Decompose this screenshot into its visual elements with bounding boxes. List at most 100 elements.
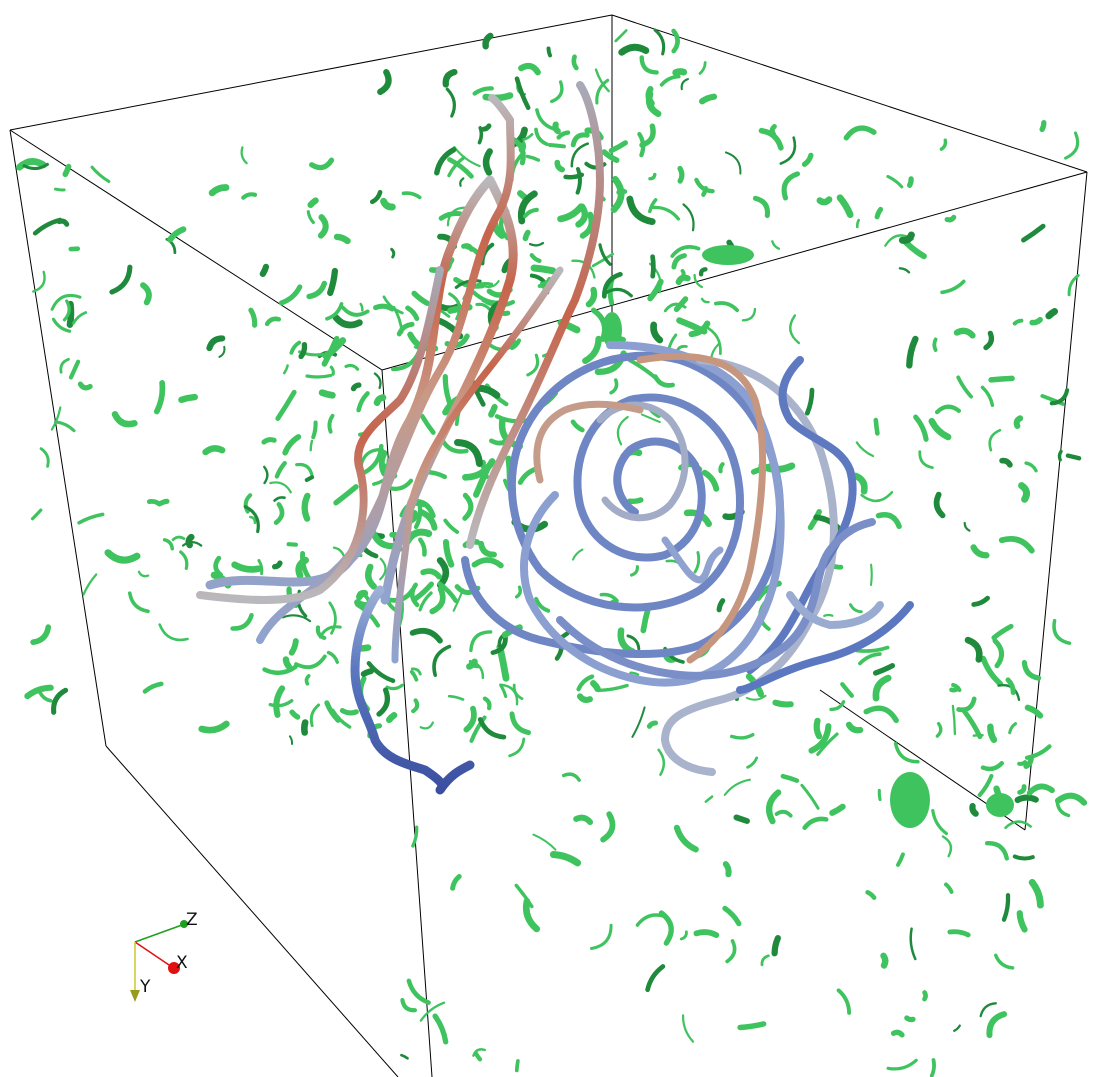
isosurface-fragment [472, 1048, 486, 1057]
isosurface-fragment [530, 264, 557, 275]
isosurface-fragment [1024, 461, 1038, 473]
isosurface-fragment [676, 317, 708, 335]
isosurface-fragment [178, 393, 198, 403]
isosurface-fragment [667, 333, 678, 350]
isosurface-fragment [681, 1014, 695, 1043]
isosurface-fragment [477, 126, 484, 145]
isosurface-fragment [295, 462, 314, 477]
isosurface-fragment [240, 146, 248, 165]
isosurface-fragment [698, 267, 708, 277]
isosurface-fragment [385, 683, 404, 691]
isosurface-fragment [90, 165, 111, 183]
isosurface-fragment [716, 598, 726, 613]
isosurface-fragment [737, 1021, 767, 1031]
isosurface-fragment [311, 420, 318, 440]
isosurface-fragment [813, 514, 844, 534]
isosurface-fragment [1040, 394, 1065, 406]
bounding-box-outline [9, 14, 1088, 1077]
isosurface-fragment [111, 411, 138, 428]
isosurface-fragment [1054, 792, 1088, 806]
isosurface-fragment [406, 978, 431, 1005]
isosurface-fragment [317, 214, 329, 239]
isosurface-fragment [956, 375, 973, 399]
isosurface-fragment [639, 55, 659, 75]
isosurface-fragment [626, 497, 644, 505]
isosurface-fragment [561, 772, 581, 782]
isosurface-fragment [845, 721, 864, 734]
isosurface-fragment [482, 280, 500, 289]
isosurface-fragment [272, 560, 283, 570]
isosurface-fragment [595, 78, 610, 105]
isosurface-fragment [1021, 660, 1042, 681]
streamline-tube [391, 266, 564, 664]
isosurface-fragment [1012, 318, 1024, 326]
isosurface-fragment [988, 375, 1015, 383]
isosurface-fragment [934, 404, 962, 415]
isosurface-fragment [514, 1059, 520, 1073]
isosurface-fragment [865, 890, 877, 900]
isosurface-blob [986, 793, 1014, 817]
isosurface-fragment [340, 305, 370, 317]
isosurface-fragment [1001, 893, 1011, 922]
isosurface-fragment [528, 241, 545, 247]
isosurface-fragment [281, 614, 312, 623]
isosurface-fragment [992, 638, 1005, 669]
isosurface-fragment [626, 634, 641, 651]
isosurface-fragment [230, 612, 254, 631]
isosurface-fragment [983, 330, 995, 351]
isosurface-fragment [445, 87, 456, 118]
isosurface-fragment [350, 382, 362, 392]
isosurface-fragment [294, 654, 327, 670]
isosurface-fragment [733, 814, 750, 824]
isosurface-fragment [243, 505, 260, 534]
isosurface-fragment [939, 138, 948, 151]
isosurface-fragment [646, 720, 659, 729]
isosurface-fragment [663, 653, 677, 663]
isosurface-fragment [635, 913, 668, 927]
isosurface-fragment [62, 299, 71, 322]
isosurface-fragment [437, 581, 459, 604]
isosurface-fragment [522, 898, 541, 933]
isosurface-fragment [1064, 131, 1080, 160]
isosurface-fragment [392, 305, 404, 334]
isosurface-fragment [682, 203, 695, 232]
isosurface-fragment [890, 1029, 905, 1038]
isosurface-fragment [808, 723, 832, 754]
isosurface-fragment [109, 264, 133, 295]
isosurface-fragment [909, 927, 917, 961]
isosurface-fragment [370, 189, 383, 205]
isosurface-fragment [400, 1053, 409, 1060]
isosurface-fragment [724, 151, 742, 175]
isosurface-fragment [432, 644, 452, 677]
isosurface-fragment [68, 359, 81, 380]
isosurface-fragment [872, 674, 892, 702]
isosurface-fragment [249, 515, 257, 525]
isosurface-fragment [766, 789, 782, 825]
isosurface-fragment [886, 1058, 918, 1071]
isosurface-fragment [231, 561, 262, 573]
isosurface-fragment [481, 123, 492, 132]
isosurface-fragment [680, 78, 689, 91]
isosurface-fragment [600, 811, 616, 843]
isosurface-fragment [903, 239, 927, 260]
isosurface-fragment [789, 314, 801, 345]
isosurface-fragment [1028, 878, 1044, 909]
isosurface-fragment [264, 316, 282, 327]
isosurface-fragment [1017, 784, 1027, 795]
isosurface-fragment [860, 490, 894, 503]
streamline-tube [466, 81, 604, 549]
isosurface-fragment [30, 508, 43, 521]
isosurface-fragment [603, 287, 633, 298]
isosurface-fragment [469, 715, 487, 743]
isosurface-fragment [988, 428, 1002, 452]
isosurface-blob [602, 312, 622, 348]
isosurface-fragment [804, 387, 815, 416]
isosurface-fragment [1057, 449, 1063, 462]
streamline-tube [350, 585, 475, 795]
isosurface-fragment [472, 86, 494, 96]
isosurface-fragment [273, 496, 286, 502]
isosurface-fragment [1065, 453, 1082, 461]
isosurface-fragment [648, 172, 657, 181]
isosurface-fragment [549, 851, 582, 867]
